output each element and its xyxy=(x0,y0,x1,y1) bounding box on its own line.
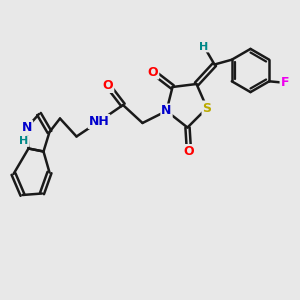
Text: N: N xyxy=(161,104,172,118)
Text: O: O xyxy=(184,145,194,158)
Text: O: O xyxy=(103,79,113,92)
Text: F: F xyxy=(280,76,289,89)
Text: O: O xyxy=(148,65,158,79)
Text: NH: NH xyxy=(88,115,110,128)
Text: H: H xyxy=(20,136,28,146)
Text: N: N xyxy=(22,121,32,134)
Text: H: H xyxy=(200,41,208,52)
Text: S: S xyxy=(202,101,211,115)
